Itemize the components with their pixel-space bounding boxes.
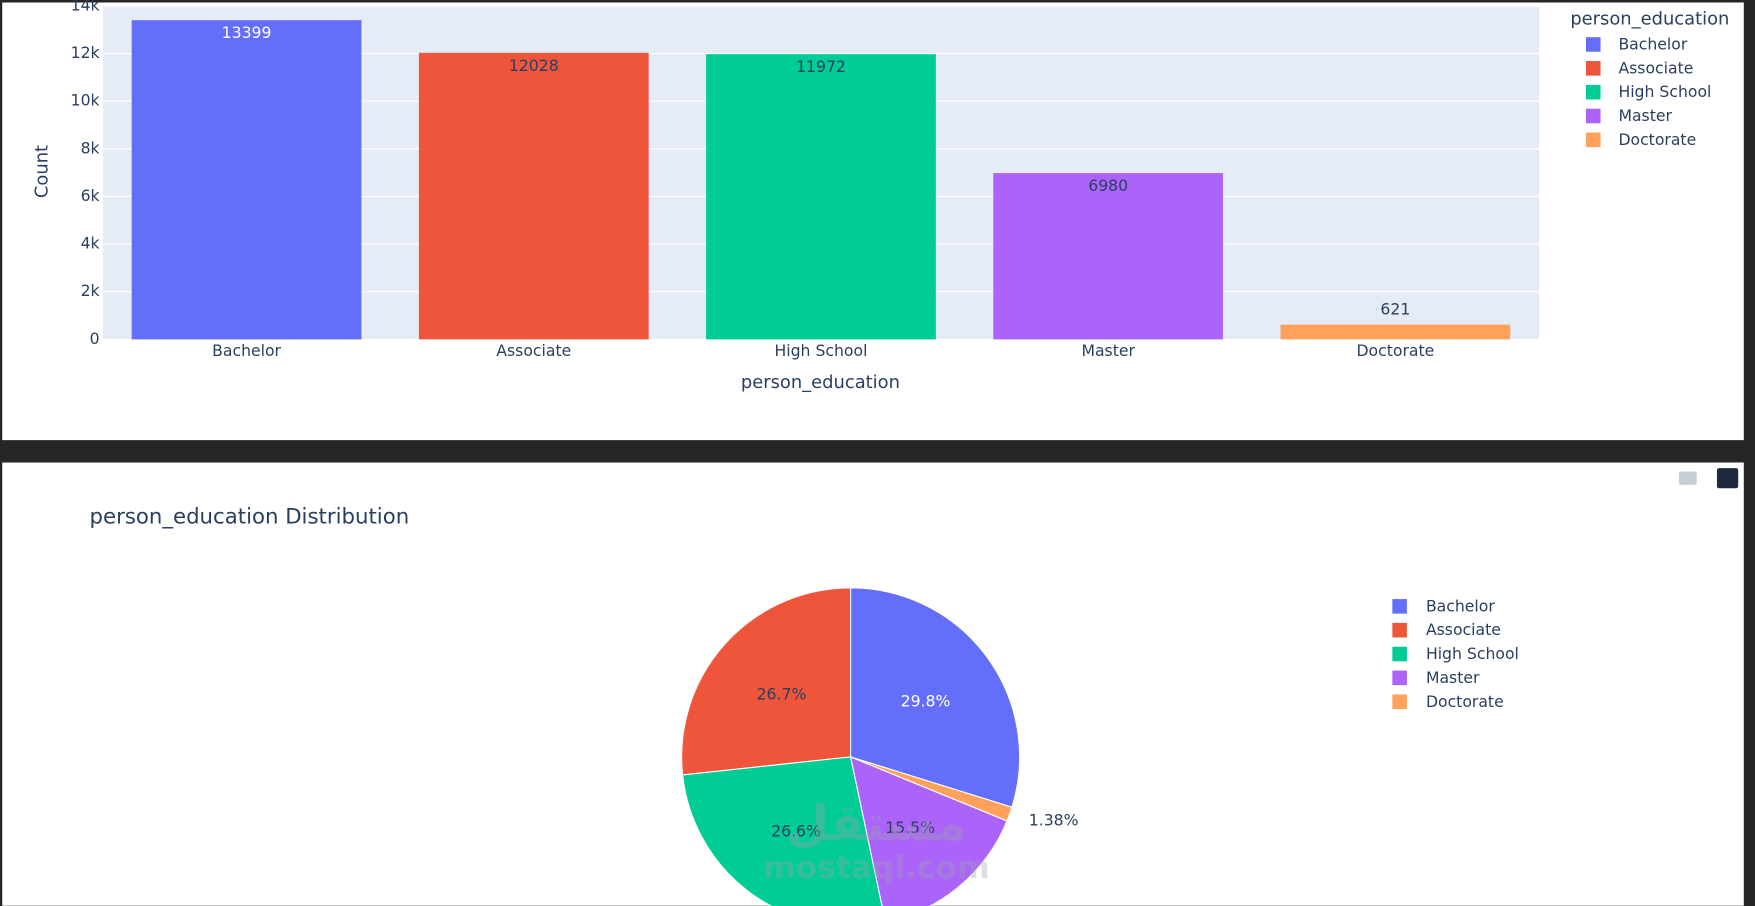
modebar[interactable] [1678,468,1739,489]
watermark: مستقل mostaql.com [763,794,990,886]
y-tick-label: 4k [81,234,101,253]
pie-slice [850,587,1021,808]
legend-swatch [1585,61,1601,76]
legend-label: Doctorate [1426,692,1504,711]
x-axis-label: person_education [741,372,900,393]
legend-swatch [1585,132,1601,148]
y-tick-label: 0 [90,329,100,348]
pie-slice [681,587,852,776]
slice-label: 1.38% [1029,810,1079,829]
watermark-arabic: مستقل [786,794,966,852]
legend-label: Master [1426,668,1480,687]
legend-label: Bachelor [1426,596,1495,615]
chart-title: person_education Distribution [90,504,410,529]
legend-swatch [1585,37,1601,52]
legend-swatch [1392,694,1407,709]
y-axis-label: Count [32,145,53,198]
y-tick-label: 10k [71,91,101,110]
bar [706,54,936,340]
bar-value-label: 11972 [796,57,846,76]
legend-swatch [1585,108,1601,124]
y-tick-label: 8k [81,138,101,157]
slice-label: 15.5% [885,818,935,837]
legend-label: Master [1618,106,1672,125]
x-tick-label: Associate [496,341,571,360]
legend-label: Associate [1426,620,1501,639]
legend-label: High School [1618,82,1711,101]
legend-label: Bachelor [1618,35,1687,54]
bar-value-label: 6980 [1088,176,1128,195]
y-tick-label: 12k [71,43,101,62]
legend-title: person_education [1570,8,1729,29]
x-tick-label: Bachelor [212,341,281,360]
legend-swatch [1392,670,1407,686]
y-tick-label: 14k [71,0,101,14]
legend-label: High School [1426,644,1519,663]
pie-chart: person_education Distribution 26.7% 26.6%… [90,504,1519,906]
bar-value-label: 13399 [222,23,272,42]
bar [131,20,362,340]
legend-swatch [1392,622,1407,638]
legend-swatch [1392,646,1407,662]
plotly-logo[interactable] [1716,468,1739,489]
bar [418,52,649,340]
camera-icon[interactable] [1678,471,1697,485]
bar-value-label: 12028 [509,56,559,75]
bar-value-label: 621 [1380,300,1410,319]
x-tick-label: Doctorate [1356,341,1434,360]
slice-label: 26.6% [771,822,821,841]
slice-label: 29.8% [901,691,951,710]
watermark-latin: mostaql.com [763,850,990,886]
bar-chart: person_education Count person_education … [32,0,1730,393]
slice-label: 26.7% [757,684,807,703]
y-tick-label: 2k [81,281,101,300]
x-tick-label: High School [775,341,868,360]
bar [1280,324,1511,340]
legend-label: Associate [1618,58,1693,77]
y-tick-label: 6k [81,186,101,205]
legend-label: Doctorate [1618,130,1696,149]
x-tick-label: Master [1081,341,1135,360]
legend-swatch [1392,599,1407,614]
pie-slice [849,755,1008,906]
legend-swatch [1585,84,1601,100]
pie-slice [681,756,883,906]
bar [993,173,1224,340]
